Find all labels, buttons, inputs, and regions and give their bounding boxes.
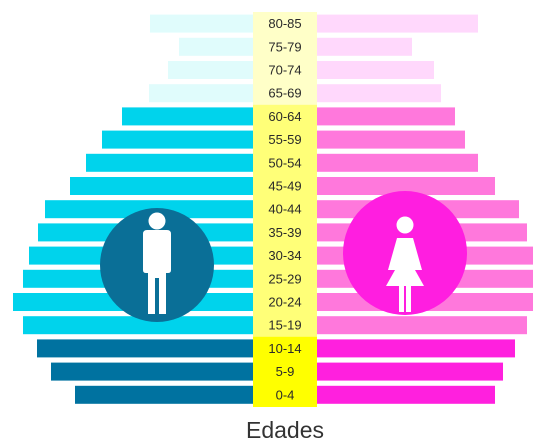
bar-left-5-9 — [51, 363, 253, 381]
bar-right-5-9 — [317, 363, 503, 381]
x-axis-label: Edades — [246, 417, 324, 443]
bar-left-55-59 — [102, 131, 253, 149]
age-label: 35-39 — [268, 225, 301, 240]
bar-left-70-74 — [168, 61, 253, 79]
bar-right-75-79 — [317, 38, 412, 56]
age-label: 60-64 — [268, 109, 301, 124]
bar-right-65-69 — [317, 84, 441, 102]
age-label: 65-69 — [268, 86, 301, 101]
bar-left-15-19 — [23, 316, 253, 334]
bar-right-10-14 — [317, 339, 515, 357]
age-label: 10-14 — [268, 341, 301, 356]
bar-left-45-49 — [70, 177, 253, 195]
age-label: 5-9 — [276, 364, 295, 379]
age-label: 25-29 — [268, 271, 301, 286]
age-label: 20-24 — [268, 295, 301, 310]
age-labels: 80-85 75-79 70-74 65-69 60-64 55-59 50-54 45-49… — [268, 16, 301, 402]
age-label: 0-4 — [276, 387, 295, 402]
bar-right-15-19 — [317, 316, 527, 334]
bar-right-55-59 — [317, 131, 465, 149]
bar-left-60-64 — [122, 107, 253, 125]
female-icon — [343, 191, 467, 315]
bar-left-0-4 — [75, 386, 253, 404]
bar-right-0-4 — [317, 386, 495, 404]
age-label: 70-74 — [268, 63, 301, 78]
male-bars — [13, 15, 253, 404]
age-label: 50-54 — [268, 155, 301, 170]
bar-right-80-85 — [317, 15, 478, 33]
age-label: 55-59 — [268, 132, 301, 147]
age-label: 15-19 — [268, 318, 301, 333]
age-label: 80-85 — [268, 16, 301, 31]
bar-right-70-74 — [317, 61, 434, 79]
bar-left-80-85 — [150, 15, 253, 33]
age-label: 40-44 — [268, 202, 301, 217]
bar-left-75-79 — [179, 38, 253, 56]
age-label: 30-34 — [268, 248, 301, 263]
bar-left-65-69 — [149, 84, 253, 102]
bar-right-50-54 — [317, 154, 478, 172]
age-label: 45-49 — [268, 179, 301, 194]
bar-left-50-54 — [86, 154, 253, 172]
bar-right-60-64 — [317, 107, 455, 125]
male-icon — [100, 208, 214, 322]
bar-left-10-14 — [37, 339, 253, 357]
age-label: 75-79 — [268, 39, 301, 54]
